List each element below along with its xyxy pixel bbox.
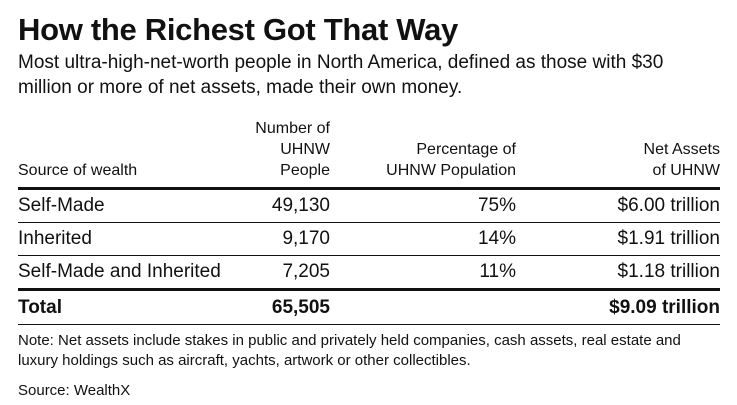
cell-net-assets: $1.91 trillion [516,222,720,256]
total-percentage [330,289,516,325]
header-line1: Number of [255,120,330,137]
total-row: Total 65,505 $9.09 trillion [18,289,720,325]
cell-percentage: 75% [330,188,516,223]
total-number: 65,505 [246,289,330,325]
cell-percentage: 14% [330,222,516,256]
header-percentage: Percentage of UHNW Population [330,118,516,190]
header-number-of-people: Number of UHNW People [246,118,330,190]
cell-net-assets: $1.18 trillion [516,255,720,291]
chart-title: How the Richest Got That Way [18,12,458,47]
cell-number: 7,205 [246,255,330,291]
cell-number: 9,170 [246,222,330,256]
cell-number: 49,130 [246,188,330,223]
wealth-table: Source of wealth Number of UHNW People P… [18,118,720,325]
header-line1: Percentage of [416,141,516,158]
chart-source: Source: WealthX [18,382,131,399]
chart-container: How the Richest Got That Way Most ultra-… [18,12,720,401]
total-net-assets: $9.09 trillion [516,289,720,325]
chart-note: Note: Net assets include stakes in publi… [18,332,681,369]
cell-source: Self-Made [18,188,246,223]
chart-subtitle: Most ultra-high-net-worth people in Nort… [18,52,664,98]
total-label: Total [18,289,246,325]
header-line2: UHNW People [280,141,330,179]
cell-percentage: 11% [330,255,516,291]
header-line2: Source of wealth [18,162,138,179]
table-row: Self-Made 49,130 75% $6.00 trillion [18,188,720,223]
header-source-of-wealth: Source of wealth [18,118,246,190]
header-line1: Net Assets [643,141,720,158]
table-row: Self-Made and Inherited 7,205 11% $1.18 … [18,255,720,291]
cell-net-assets: $6.00 trillion [516,188,720,223]
header-net-assets: Net Assets of UHNW [516,118,720,190]
cell-source: Self-Made and Inherited [18,255,246,291]
header-row: Source of wealth Number of UHNW People P… [18,118,720,190]
cell-source: Inherited [18,222,246,256]
header-line2: of UHNW [652,162,720,179]
header-line2: UHNW Population [386,162,516,179]
table-row: Inherited 9,170 14% $1.91 trillion [18,222,720,256]
